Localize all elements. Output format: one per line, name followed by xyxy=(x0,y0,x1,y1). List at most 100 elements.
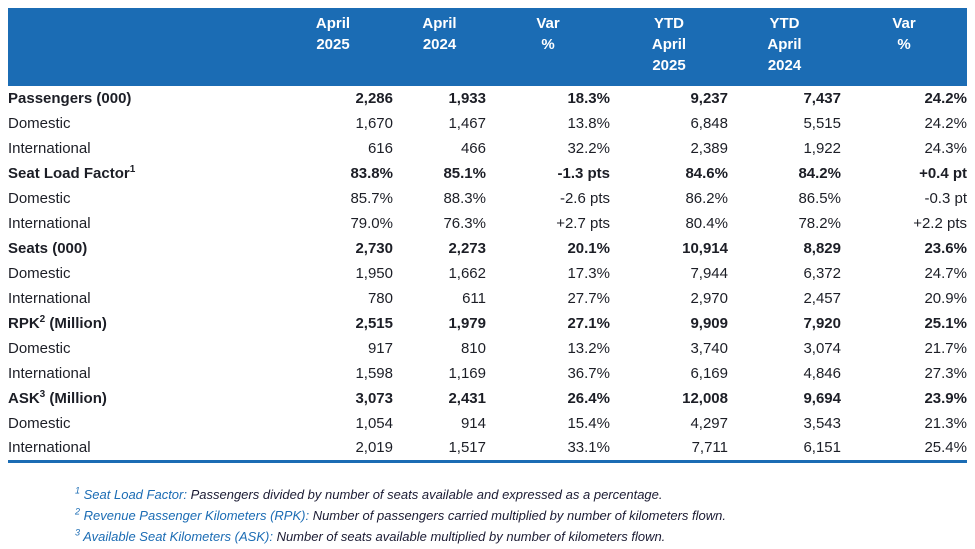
row-label-superscript: 1 xyxy=(129,164,136,175)
value-cell: 33.1% xyxy=(486,436,610,461)
value-cell: 83.8% xyxy=(273,161,393,186)
header-var-pct: Var % xyxy=(486,8,610,86)
value-cell: 616 xyxy=(273,136,393,161)
value-cell: +2.7 pts xyxy=(486,211,610,236)
value-cell: 76.3% xyxy=(393,211,486,236)
value-cell: 24.7% xyxy=(841,261,967,286)
value-cell: 32.2% xyxy=(486,136,610,161)
row-label-cell: ASK3 (Million) xyxy=(8,386,273,411)
value-cell: 79.0% xyxy=(273,211,393,236)
header-ytd-april-2025: YTD April 2025 xyxy=(610,8,728,86)
value-cell: 4,846 xyxy=(728,361,841,386)
value-cell: -2.6 pts xyxy=(486,186,610,211)
value-cell: 917 xyxy=(273,336,393,361)
value-cell: +0.4 pt xyxy=(841,161,967,186)
row-label: Seat Load Factor xyxy=(8,165,130,182)
value-cell: 9,237 xyxy=(610,86,728,111)
value-cell: 1,979 xyxy=(393,311,486,336)
value-cell: 2,970 xyxy=(610,286,728,311)
row-label: ASK xyxy=(8,390,40,407)
value-cell: 17.3% xyxy=(486,261,610,286)
value-cell: 85.7% xyxy=(273,186,393,211)
value-cell: 7,944 xyxy=(610,261,728,286)
row-label-cell: Domestic xyxy=(8,261,273,286)
table-row: Seat Load Factor1 83.8% 85.1% -1.3 pts 8… xyxy=(8,161,967,186)
value-cell: +2.2 pts xyxy=(841,211,967,236)
row-label: Domestic xyxy=(8,340,71,357)
value-cell: 24.2% xyxy=(841,86,967,111)
footnote-term: Available Seat Kilometers (ASK): xyxy=(83,528,273,544)
table-row: International 2,019 1,517 33.1% 7,711 6,… xyxy=(8,436,967,461)
table-row: RPK2 (Million) 2,515 1,979 27.1% 9,909 7… xyxy=(8,311,967,336)
value-cell: 25.4% xyxy=(841,436,967,461)
row-label: Domestic xyxy=(8,115,71,132)
table-row: Domestic 1,950 1,662 17.3% 7,944 6,372 2… xyxy=(8,261,967,286)
table-row: International 1,598 1,169 36.7% 6,169 4,… xyxy=(8,361,967,386)
value-cell: 1,467 xyxy=(393,111,486,136)
footnote-marker: 1 xyxy=(75,485,81,496)
row-label-cell: Domestic xyxy=(8,336,273,361)
value-cell: 466 xyxy=(393,136,486,161)
row-label-cell: Seat Load Factor1 xyxy=(8,161,273,186)
row-label-cell: RPK2 (Million) xyxy=(8,311,273,336)
footnote-text: Passengers divided by number of seats av… xyxy=(186,486,663,502)
value-cell: 7,711 xyxy=(610,436,728,461)
header-april-2025: April 2025 xyxy=(273,8,393,86)
table-row: Domestic 85.7% 88.3% -2.6 pts 86.2% 86.5… xyxy=(8,186,967,211)
row-label-superscript: 2 xyxy=(39,314,46,325)
value-cell: 86.2% xyxy=(610,186,728,211)
value-cell: 9,694 xyxy=(728,386,841,411)
row-label-suffix: (Million) xyxy=(45,315,107,332)
value-cell: 21.7% xyxy=(841,336,967,361)
footnote-marker: 2 xyxy=(75,506,81,517)
table-row: Domestic 1,670 1,467 13.8% 6,848 5,515 2… xyxy=(8,111,967,136)
value-cell: 24.3% xyxy=(841,136,967,161)
footnote-text: Number of passengers carried multiplied … xyxy=(309,507,726,523)
value-cell: 84.6% xyxy=(610,161,728,186)
footnote-term: Revenue Passenger Kilometers (RPK): xyxy=(83,507,310,523)
value-cell: 1,054 xyxy=(273,411,393,436)
header-ytd-var-pct: Var % xyxy=(841,8,967,86)
table-row: Domestic 917 810 13.2% 3,740 3,074 21.7% xyxy=(8,336,967,361)
value-cell: 1,950 xyxy=(273,261,393,286)
value-cell: 13.8% xyxy=(486,111,610,136)
value-cell: 1,670 xyxy=(273,111,393,136)
value-cell: 2,431 xyxy=(393,386,486,411)
value-cell: -1.3 pts xyxy=(486,161,610,186)
footnote: 2 Revenue Passenger Kilometers (RPK): Nu… xyxy=(75,505,975,526)
header-ytd-april-2024: YTD April 2024 xyxy=(728,8,841,86)
value-cell: 88.3% xyxy=(393,186,486,211)
value-cell: 8,829 xyxy=(728,236,841,261)
row-label-superscript: 3 xyxy=(39,389,46,400)
footnotes: 1 Seat Load Factor: Passengers divided b… xyxy=(75,484,975,547)
row-label: International xyxy=(8,439,91,457)
row-label-cell: Seats (000) xyxy=(8,236,273,261)
header-blank-cell xyxy=(8,8,273,86)
value-cell: 84.2% xyxy=(728,161,841,186)
value-cell: 2,730 xyxy=(273,236,393,261)
value-cell: 2,273 xyxy=(393,236,486,261)
value-cell: 13.2% xyxy=(486,336,610,361)
value-cell: 1,517 xyxy=(393,436,486,461)
value-cell: 23.9% xyxy=(841,386,967,411)
value-cell: 10,914 xyxy=(610,236,728,261)
value-cell: 85.1% xyxy=(393,161,486,186)
footnote-term: Seat Load Factor: xyxy=(83,486,187,502)
value-cell: 6,372 xyxy=(728,261,841,286)
footnote-text: Number of seats available multiplied by … xyxy=(272,528,666,544)
value-cell: 1,662 xyxy=(393,261,486,286)
value-cell: 780 xyxy=(273,286,393,311)
value-cell: 2,389 xyxy=(610,136,728,161)
value-cell: 3,074 xyxy=(728,336,841,361)
table-row: International 616 466 32.2% 2,389 1,922 … xyxy=(8,136,967,161)
value-cell: 20.9% xyxy=(841,286,967,311)
table-row: International 79.0% 76.3% +2.7 pts 80.4%… xyxy=(8,211,967,236)
value-cell: 27.7% xyxy=(486,286,610,311)
value-cell: 810 xyxy=(393,336,486,361)
value-cell: 3,073 xyxy=(273,386,393,411)
value-cell: 4,297 xyxy=(610,411,728,436)
table-header-row: April 2025 April 2024 Var % YTD April 20… xyxy=(8,8,967,86)
row-label: International xyxy=(8,140,91,157)
row-label: Passengers (000) xyxy=(8,90,132,107)
value-cell: 80.4% xyxy=(610,211,728,236)
